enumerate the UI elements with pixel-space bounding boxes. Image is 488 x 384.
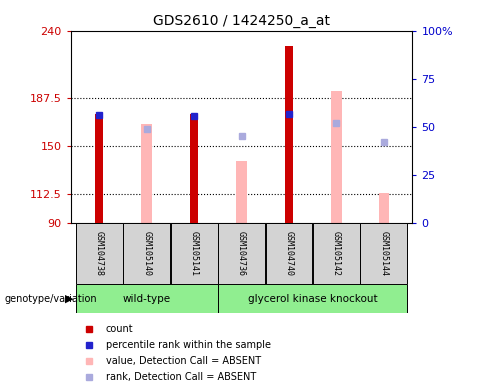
Text: GSM104740: GSM104740 [285, 231, 293, 276]
Bar [285, 46, 293, 223]
Text: count: count [106, 324, 134, 334]
Bar [361, 223, 407, 284]
Text: rank, Detection Call = ABSENT: rank, Detection Call = ABSENT [106, 372, 256, 382]
Bar [218, 284, 407, 313]
Bar [76, 223, 122, 284]
Text: GSM105144: GSM105144 [379, 231, 388, 276]
Bar [171, 223, 218, 284]
Text: percentile rank within the sample: percentile rank within the sample [106, 340, 271, 350]
Text: ▶: ▶ [65, 293, 73, 304]
Bar [142, 124, 152, 223]
Bar [379, 193, 389, 223]
Text: GSM104738: GSM104738 [95, 231, 104, 276]
Text: value, Detection Call = ABSENT: value, Detection Call = ABSENT [106, 356, 261, 366]
Text: GSM105142: GSM105142 [332, 231, 341, 276]
Text: GSM105140: GSM105140 [142, 231, 151, 276]
Text: glycerol kinase knockout: glycerol kinase knockout [248, 293, 378, 304]
Bar [331, 91, 342, 223]
Bar [190, 114, 199, 223]
Bar [218, 223, 265, 284]
Text: wild-type: wild-type [122, 293, 171, 304]
Title: GDS2610 / 1424250_a_at: GDS2610 / 1424250_a_at [153, 14, 330, 28]
Bar [76, 284, 218, 313]
Text: GSM104736: GSM104736 [237, 231, 246, 276]
Bar [265, 223, 312, 284]
Bar [123, 223, 170, 284]
Text: genotype/variation: genotype/variation [5, 293, 98, 304]
Text: GSM105141: GSM105141 [190, 231, 199, 276]
Bar [236, 161, 247, 223]
Bar [95, 114, 103, 223]
Bar [313, 223, 360, 284]
